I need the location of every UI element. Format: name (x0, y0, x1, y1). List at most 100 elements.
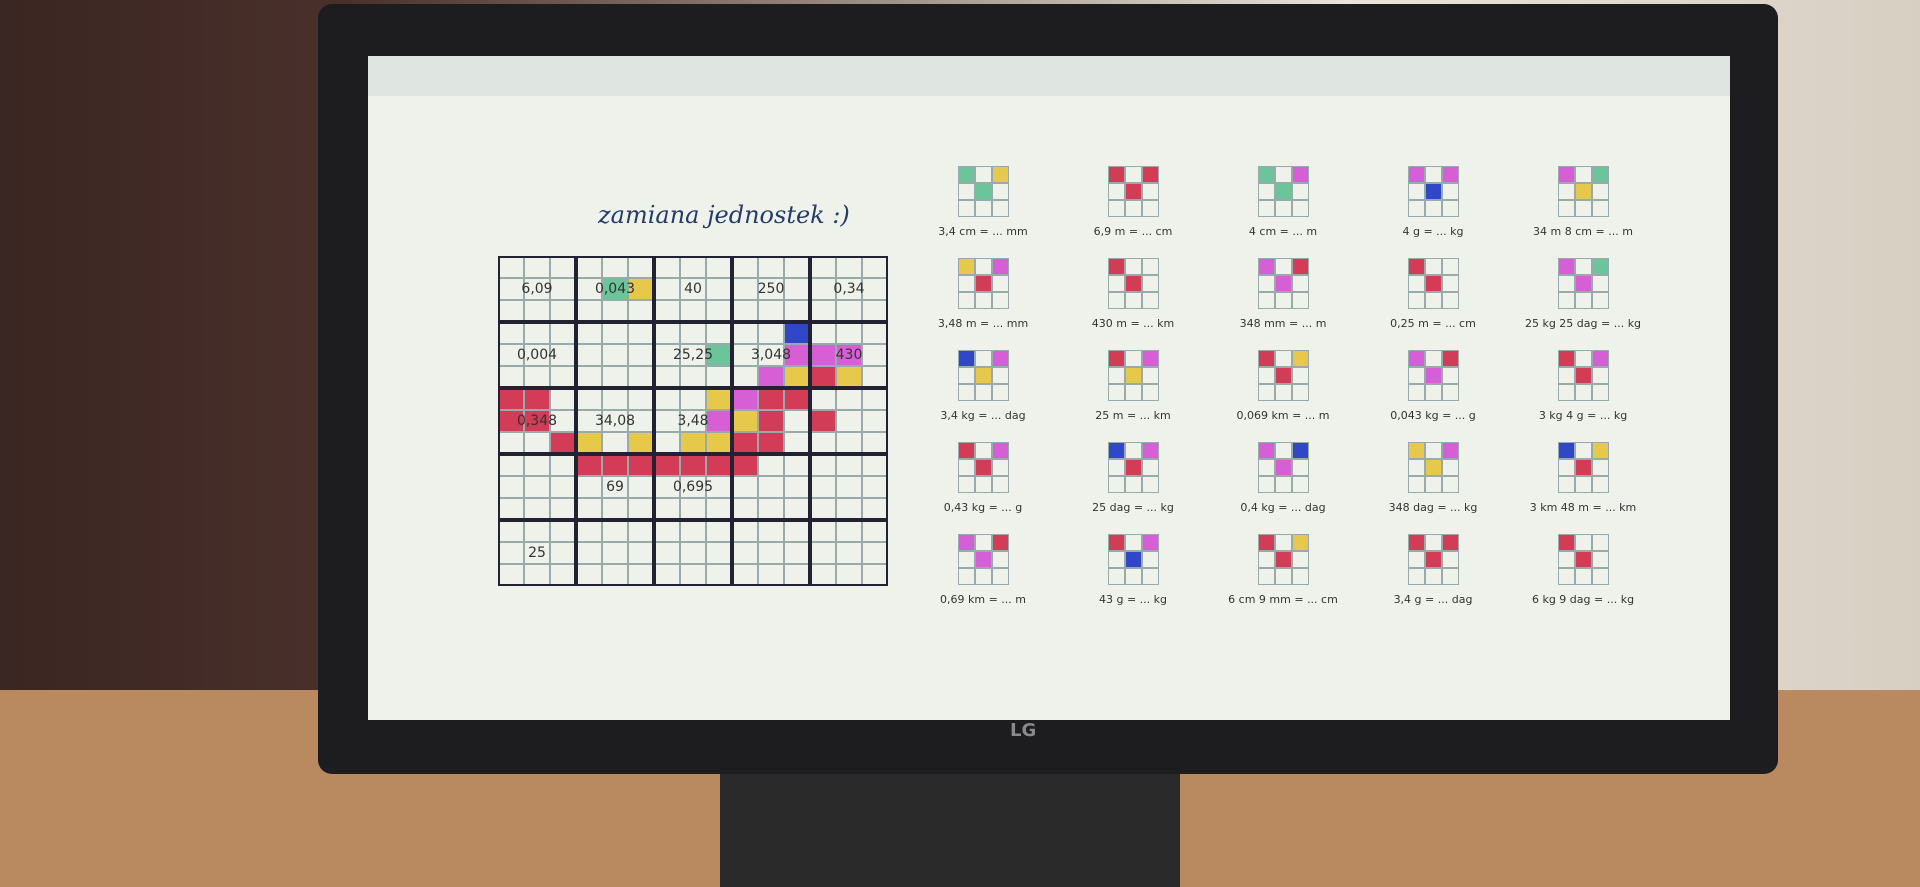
puzzle-piece[interactable] (958, 350, 1009, 401)
piece-cell (975, 367, 992, 384)
piece-cell (1258, 568, 1275, 585)
piece-cell (1592, 166, 1609, 183)
piece-cell (1125, 200, 1142, 217)
grid-cell (758, 476, 784, 498)
piece-cell (1108, 568, 1125, 585)
piece-cell (1575, 442, 1592, 459)
piece-label: 25 kg 25 dag = ... kg (1524, 317, 1642, 330)
piece-cell (1575, 258, 1592, 275)
monitor-stand (720, 774, 1180, 887)
puzzle-piece[interactable] (1108, 166, 1159, 217)
puzzle-piece[interactable] (958, 166, 1009, 217)
piece-cell (1108, 183, 1125, 200)
piece-cell (1442, 384, 1459, 401)
piece-cell (1408, 350, 1425, 367)
piece-cell (1292, 275, 1309, 292)
piece-cell (1425, 292, 1442, 309)
puzzle-piece[interactable] (958, 258, 1009, 309)
piece-cell (975, 384, 992, 401)
puzzle-piece[interactable] (1558, 166, 1609, 217)
puzzle-piece[interactable] (1408, 442, 1459, 493)
piece-cell (1108, 258, 1125, 275)
piece-cell (1408, 258, 1425, 275)
puzzle-piece[interactable] (1558, 258, 1609, 309)
piece-cell (1275, 350, 1292, 367)
grid-block (732, 520, 810, 586)
piece-cell (1292, 200, 1309, 217)
puzzle-piece[interactable] (1258, 442, 1309, 493)
piece-cell (1142, 568, 1159, 585)
puzzle-piece[interactable] (958, 534, 1009, 585)
piece-cell (1408, 367, 1425, 384)
puzzle-piece[interactable] (1108, 350, 1159, 401)
piece-cell (1108, 275, 1125, 292)
piece-cell (1258, 350, 1275, 367)
piece-cell (958, 476, 975, 493)
piece-cell (1258, 367, 1275, 384)
piece-cell (1558, 183, 1575, 200)
piece-cell (1442, 292, 1459, 309)
puzzle-piece[interactable] (1408, 258, 1459, 309)
puzzle-piece[interactable] (1258, 258, 1309, 309)
piece-cell (1275, 183, 1292, 200)
puzzle-piece[interactable] (1408, 166, 1459, 217)
piece-cell (1125, 350, 1142, 367)
piece-label: 6,9 m = ... cm (1093, 225, 1173, 238)
piece-cell (1258, 183, 1275, 200)
piece-cell (1108, 292, 1125, 309)
puzzle-piece[interactable] (1108, 534, 1159, 585)
piece-cell (1408, 534, 1425, 551)
piece-cell (1125, 183, 1142, 200)
piece-cell (958, 384, 975, 401)
grid-cell (836, 278, 862, 300)
piece-cell (1408, 476, 1425, 493)
piece-cell (1292, 258, 1309, 275)
puzzle-piece[interactable] (1558, 442, 1609, 493)
piece-cell (1108, 534, 1125, 551)
piece-cell (1558, 367, 1575, 384)
piece-cell (958, 292, 975, 309)
puzzle-piece[interactable] (1258, 166, 1309, 217)
piece-cell (958, 258, 975, 275)
piece-label: 348 mm = ... m (1239, 317, 1327, 330)
piece-cell (1442, 258, 1459, 275)
puzzle-piece[interactable] (1108, 442, 1159, 493)
grid-block: 25 (498, 520, 576, 586)
piece-cell (1258, 476, 1275, 493)
piece-cell (958, 534, 975, 551)
puzzle-piece[interactable] (1258, 534, 1309, 585)
grid-cell (524, 542, 550, 564)
piece-cell (1275, 200, 1292, 217)
piece-cell (1108, 166, 1125, 183)
puzzle-piece[interactable] (1408, 350, 1459, 401)
piece-cell (1425, 350, 1442, 367)
puzzle-piece[interactable] (958, 442, 1009, 493)
piece-cell (1258, 166, 1275, 183)
piece-label: 6 cm 9 mm = ... cm (1228, 593, 1338, 606)
piece-cell (1558, 350, 1575, 367)
piece-cell (975, 568, 992, 585)
puzzle-piece[interactable] (1408, 534, 1459, 585)
piece-cell (1442, 568, 1459, 585)
piece-cell (975, 275, 992, 292)
piece-label: 3,4 cm = ... mm (938, 225, 1028, 238)
piece-cell (958, 568, 975, 585)
piece-cell (958, 459, 975, 476)
puzzle-piece[interactable] (1108, 258, 1159, 309)
puzzle-piece[interactable] (1558, 534, 1609, 585)
piece-cell (1592, 459, 1609, 476)
piece-cell (1142, 367, 1159, 384)
puzzle-piece[interactable] (1258, 350, 1309, 401)
piece-cell (1125, 367, 1142, 384)
piece-cell (1125, 551, 1142, 568)
piece-cell (1592, 568, 1609, 585)
piece-cell (1258, 275, 1275, 292)
piece-label: 0,043 kg = ... g (1390, 409, 1476, 422)
piece-cell (1142, 258, 1159, 275)
puzzle-piece[interactable] (1558, 350, 1609, 401)
piece-cell (1575, 292, 1592, 309)
piece-cell (1575, 367, 1592, 384)
piece-cell (1292, 183, 1309, 200)
piece-cell (1558, 442, 1575, 459)
piece-cell (1408, 275, 1425, 292)
